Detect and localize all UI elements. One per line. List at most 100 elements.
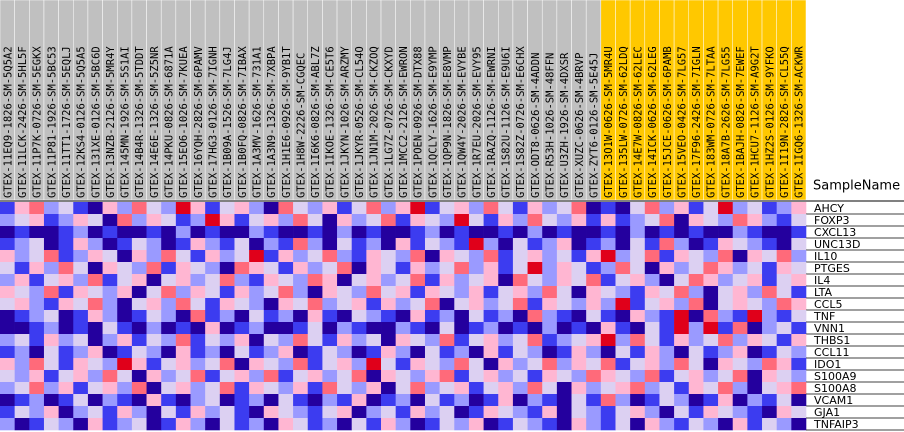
heat-cell	[600, 418, 616, 431]
heat-cell	[395, 286, 411, 299]
heat-cell	[117, 346, 133, 359]
heat-cell	[454, 310, 470, 323]
gene-label: FOXP3	[814, 214, 849, 227]
heat-cell	[117, 334, 133, 347]
heat-cell	[234, 226, 250, 239]
heat-cell	[0, 286, 15, 299]
heat-cell	[366, 202, 382, 215]
gene-label: TNF	[813, 310, 835, 323]
heat-cell	[14, 370, 30, 383]
heat-cell	[718, 406, 734, 419]
heat-cell	[293, 250, 309, 263]
heat-cell	[175, 394, 191, 407]
heat-cell	[58, 406, 74, 419]
heat-cell	[395, 226, 411, 239]
heat-cell	[337, 358, 353, 371]
heat-cell	[454, 226, 470, 239]
heat-cell	[556, 346, 572, 359]
heat-cell	[73, 250, 89, 263]
heat-cell	[762, 274, 777, 287]
heat-cell	[468, 346, 484, 359]
heat-cell	[351, 322, 367, 335]
heat-cell	[131, 310, 147, 323]
heat-cell	[410, 310, 426, 323]
heat-cell	[263, 358, 279, 371]
heat-cell	[131, 250, 147, 263]
heat-cell	[117, 406, 133, 419]
heat-cell	[249, 238, 265, 251]
heat-cell	[527, 346, 543, 359]
heat-cell	[542, 334, 558, 347]
heat-cell	[776, 382, 792, 395]
heat-cell	[87, 370, 103, 383]
heat-cell	[73, 298, 89, 311]
heat-cell	[0, 382, 15, 395]
heat-cell	[512, 238, 528, 251]
heat-cell	[293, 262, 309, 275]
heat-cell	[410, 214, 426, 227]
heat-cell	[58, 298, 74, 311]
heat-cell	[688, 334, 704, 347]
heat-cell	[351, 250, 367, 263]
heat-cell	[337, 334, 353, 347]
heat-cell	[674, 406, 690, 419]
heat-cell	[571, 346, 587, 359]
heat-cell	[439, 346, 455, 359]
heat-cell	[249, 286, 265, 299]
heat-cell	[219, 310, 235, 323]
heat-cell	[263, 286, 279, 299]
heat-cell	[263, 274, 279, 287]
heat-cell	[674, 322, 690, 335]
heat-cell	[293, 382, 309, 395]
heat-cell	[29, 298, 45, 311]
heat-cell	[703, 286, 719, 299]
heat-cell	[395, 298, 411, 311]
heat-cell	[14, 250, 30, 263]
heat-cell	[674, 370, 690, 383]
heat-cell	[73, 286, 89, 299]
heat-cell	[0, 346, 15, 359]
heat-cell	[263, 346, 279, 359]
heat-cell	[161, 418, 177, 431]
heat-cell	[776, 226, 792, 239]
heat-cell	[249, 346, 265, 359]
heat-cell	[146, 346, 162, 359]
heat-cell	[556, 274, 572, 287]
heat-cell	[542, 214, 558, 227]
heat-cell	[161, 286, 177, 299]
heat-cell	[322, 226, 338, 239]
heat-cell	[483, 310, 499, 323]
heat-cell	[322, 406, 338, 419]
heat-cell	[146, 334, 162, 347]
heat-cell	[703, 262, 719, 275]
heat-cell	[43, 262, 59, 275]
heat-cell	[600, 406, 616, 419]
heat-cell	[498, 394, 514, 407]
heat-cell	[117, 370, 133, 383]
gene-label: TNFAIP3	[813, 418, 859, 431]
heat-cell	[747, 382, 763, 395]
heat-cell	[219, 262, 235, 275]
heat-cell	[381, 262, 396, 275]
heat-cell	[732, 310, 748, 323]
heat-cell	[366, 250, 382, 263]
heat-cell	[644, 346, 660, 359]
heat-cell	[512, 358, 528, 371]
heat-cell	[615, 298, 631, 311]
heat-cell	[366, 238, 382, 251]
heat-cell	[732, 286, 748, 299]
heat-cell	[644, 202, 660, 215]
heat-cell	[161, 334, 177, 347]
heat-cell	[102, 310, 118, 323]
heat-cell	[293, 346, 309, 359]
heat-cell	[718, 334, 734, 347]
heat-cell	[586, 274, 602, 287]
heat-cell	[395, 346, 411, 359]
sample-label: GTEX-1JKYN-1026-SM-ARZMY	[339, 46, 351, 198]
heat-cell	[542, 346, 558, 359]
heat-cell	[718, 274, 734, 287]
heat-cell	[29, 214, 45, 227]
heat-cell	[161, 274, 177, 287]
heat-cell	[615, 202, 631, 215]
heat-cell	[87, 262, 103, 275]
